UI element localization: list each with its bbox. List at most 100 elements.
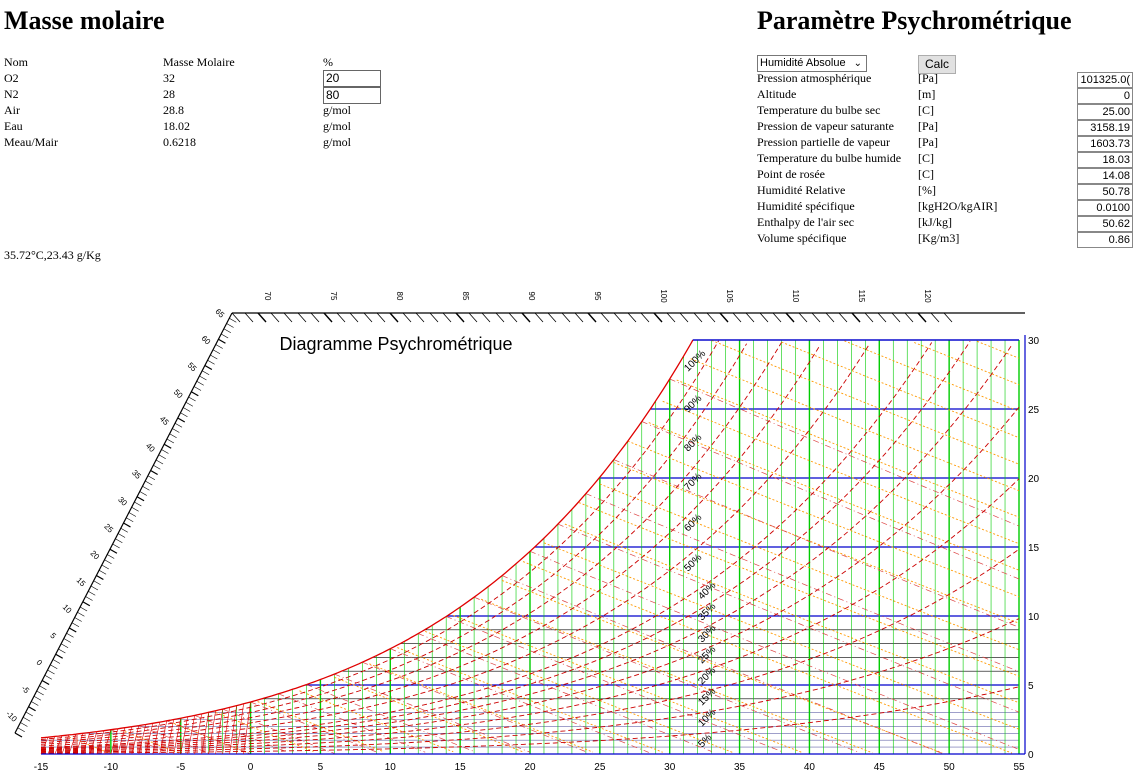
param-value-field[interactable]: 1603.73 <box>1077 136 1133 152</box>
enthalpy-tick <box>666 312 676 323</box>
enthalpy-diag-tick <box>101 564 109 570</box>
wetbulb-line <box>250 701 377 753</box>
enthalpy-diag-tick <box>93 580 101 586</box>
enthalpy-diag-tick <box>36 690 44 696</box>
lowtemp-hatch <box>222 707 230 755</box>
row-name: Eau <box>4 119 23 133</box>
enthalpy-diag-label: -5 <box>20 684 32 696</box>
enthalpy-diag-tick <box>98 569 107 575</box>
enthalpy-tick <box>429 312 439 323</box>
rh-label: 5% <box>696 732 714 750</box>
param-label: Point de rosée <box>757 167 825 181</box>
enthalpy-diag-tick <box>229 317 237 323</box>
enthalpy-tick <box>930 312 940 323</box>
wetbulb-line <box>166 720 251 755</box>
wetbulb-line <box>418 633 712 752</box>
enthalpy-diag-tick <box>44 674 52 680</box>
enthalpy-line <box>578 502 1020 677</box>
humidity-mode-select[interactable]: Humidité Absolue ⌄ <box>757 55 867 72</box>
enthalpy-tick <box>785 312 795 323</box>
param-value-field[interactable]: 25.00 <box>1077 104 1133 120</box>
enthalpy-top-label: 95 <box>593 292 602 301</box>
enthalpy-diag-label: 25 <box>102 522 115 535</box>
enthalpy-diag-tick <box>82 601 91 607</box>
param-value-field[interactable]: 14.08 <box>1077 168 1133 184</box>
param-value-field[interactable]: 0.86 <box>1077 232 1133 248</box>
rh-label: 25% <box>696 644 718 666</box>
enthalpy-line <box>369 663 594 753</box>
rh-curve <box>40 345 821 745</box>
rh-label: 30% <box>696 623 718 645</box>
enthalpy-diag-tick <box>166 438 175 444</box>
enthalpy-diag-tick <box>204 364 213 371</box>
enthalpy-diag-tick <box>52 659 61 664</box>
rh-curve <box>40 341 971 749</box>
enthalpy-line <box>68 736 112 755</box>
param-label: Enthalpy de l'air sec <box>757 215 855 229</box>
o2-percent-input[interactable]: 20 <box>323 70 381 87</box>
enthalpy-line <box>844 340 1020 412</box>
rh-curve <box>40 406 1020 751</box>
row-unit: g/mol <box>323 119 352 133</box>
masse-molaire-title: Masse molaire <box>4 6 165 35</box>
enthalpy-diag-tick <box>22 716 31 722</box>
enthalpy-diag-tick <box>223 328 232 334</box>
enthalpy-diag-tick <box>31 701 39 706</box>
enthalpy-diag-tick <box>169 433 177 439</box>
parametre-psychrometrique-title: Paramètre Psychrométrique <box>757 6 1072 35</box>
calc-button[interactable]: Calc <box>918 55 956 74</box>
rh-curve <box>40 343 747 742</box>
enthalpy-diag-tick <box>199 375 207 381</box>
enthalpy-diag-tick <box>71 622 80 628</box>
enthalpy-diag-tick <box>60 643 69 649</box>
x-tick-label: 45 <box>874 762 886 773</box>
param-value-field[interactable]: 0.0100 <box>1077 200 1133 216</box>
enthalpy-top-label: 80 <box>395 292 404 301</box>
enthalpy-diag-label: 45 <box>158 414 171 427</box>
param-value-field[interactable]: 101325.0( <box>1077 72 1133 88</box>
enthalpy-diag-tick <box>221 333 229 339</box>
enthalpy-top-label: 105 <box>725 289 734 303</box>
param-value-field[interactable]: 50.78 <box>1077 184 1133 200</box>
param-unit: [C] <box>918 151 934 165</box>
enthalpy-top-label: 85 <box>461 292 470 301</box>
lowtemp-hatch <box>208 710 216 755</box>
rh-curve <box>40 344 870 747</box>
enthalpy-diag-tick <box>128 512 137 517</box>
enthalpy-diag-label: 40 <box>144 441 157 454</box>
enthalpy-diag-tick <box>123 522 131 528</box>
enthalpy-tick <box>693 312 703 323</box>
enthalpy-diag-tick <box>134 501 142 507</box>
enthalpy-tick <box>363 312 373 323</box>
enthalpy-diag-tick <box>215 344 223 349</box>
enthalpy-tick <box>825 312 835 323</box>
rh-label: 80% <box>682 432 704 454</box>
x-tick-label: 55 <box>1013 762 1025 773</box>
enthalpy-line <box>564 523 1020 704</box>
param-unit: [C] <box>918 167 934 181</box>
rh-label: 20% <box>696 665 718 687</box>
n2-percent-input[interactable]: 80 <box>323 87 381 104</box>
param-value-field[interactable]: 18.03 <box>1077 152 1133 168</box>
enthalpy-tick <box>389 312 399 323</box>
enthalpy-line <box>215 712 314 752</box>
enthalpy-diag-tick <box>90 585 99 591</box>
row-name: Meau/Mair <box>4 135 58 149</box>
lowtemp-hatch <box>131 725 140 755</box>
enthalpy-tick <box>336 312 346 323</box>
param-unit: [Pa] <box>918 119 938 133</box>
rh-curve <box>41 686 1020 754</box>
param-value-field[interactable]: 50.62 <box>1077 216 1133 232</box>
param-value-field[interactable]: 0 <box>1077 88 1133 104</box>
enthalpy-diag-tick <box>55 653 63 659</box>
row-value: 0.6218 <box>163 135 196 149</box>
wetbulb-line <box>138 725 209 754</box>
enthalpy-line <box>648 422 1020 571</box>
row-name: Air <box>4 103 20 117</box>
enthalpy-tick <box>323 312 333 323</box>
param-value-field[interactable]: 3158.19 <box>1077 120 1133 136</box>
enthalpy-diag-tick <box>117 533 126 538</box>
enthalpy-diag-tick <box>88 590 96 596</box>
lowtemp-hatch <box>138 724 147 755</box>
enthalpy-diag-label: 35 <box>130 468 143 481</box>
